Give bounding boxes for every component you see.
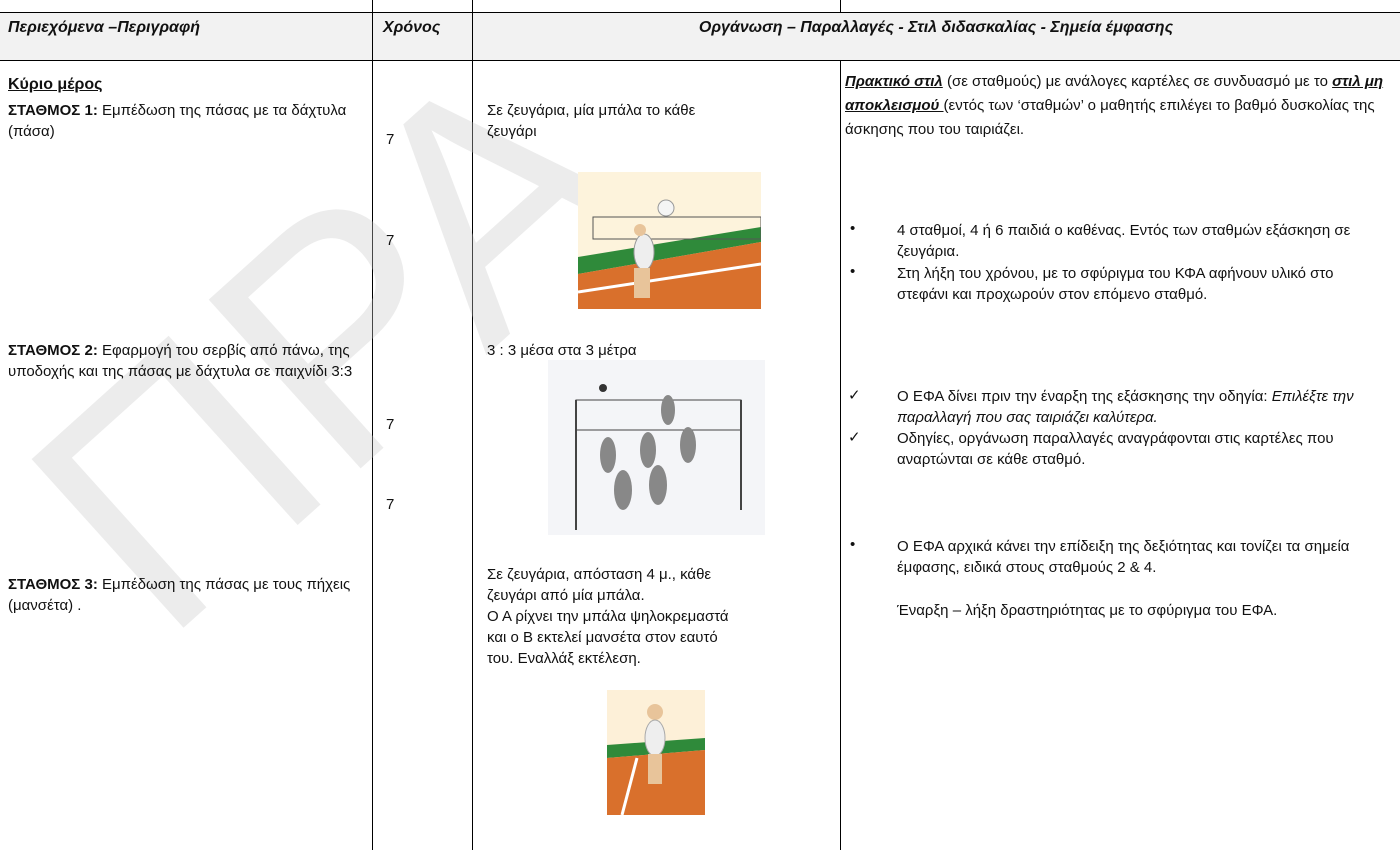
bullet-item: Ο ΕΦΑ αρχικά κάνει την επίδειξη της δεξι… (897, 538, 1350, 576)
check-symbol: ✓ (848, 429, 861, 446)
organization-text: Σε ζευγάρια, απόσταση 4 μ., κάθε ζευγάρι… (487, 566, 712, 604)
time: 7 (386, 496, 395, 513)
bullet-symbol: • (850, 536, 856, 553)
bullet-symbol: • (850, 220, 856, 237)
organization-text: 3 : 3 μέσα στα 3 μέτρα (487, 342, 637, 359)
emphasis: Πρακτικό στιλ (845, 73, 943, 90)
time: 7 (386, 232, 395, 249)
rule (372, 0, 373, 850)
instruction: Επιλέξτε την παραλλαγή που σας ταιριάζει… (897, 388, 1354, 426)
text: Ο ΕΦΑ δίνει πριν την έναρξη της εξάσκηση… (897, 388, 1272, 405)
station: ΣΤΑΘΜΟΣ 1: Εμπέδωση της πάσας με τα δάχτ… (8, 100, 358, 142)
text: (σε σταθμούς) με ανάλογες καρτέλες σε συ… (942, 73, 1333, 90)
style-intro: Πρακτικό στιλ (σε σταθμούς) με ανάλογες … (845, 70, 1393, 142)
bullet-item: 4 σταθμοί, 4 ή 6 παιδιά ο καθένας. Εντός… (897, 222, 1351, 260)
organization-text: Σε ζευγάρια, μία μπάλα το κάθε ζευγάρι (487, 102, 696, 140)
station-label: ΣΤΑΘΜΟΣ 1: (8, 102, 98, 119)
illustration (607, 690, 705, 815)
check-item: Ο ΕΦΑ δίνει πριν την έναρξη της εξάσκηση… (897, 386, 1392, 428)
header-band (0, 12, 1400, 60)
station: ΣΤΑΘΜΟΣ 2: Εφαρμογή του σερβίς από πάνω,… (8, 340, 358, 382)
rule (0, 60, 1400, 61)
check-item: Οδηγίες, οργάνωση παραλλαγές αναγράφοντα… (897, 430, 1334, 468)
bullet-item: Στη λήξη του χρόνου, με το σφύριγμα του … (897, 265, 1334, 303)
header-cell: Χρόνος (383, 19, 441, 36)
bullet-symbol: • (850, 263, 856, 280)
rule (0, 12, 1400, 13)
station-text: Εμπέδωση της πάσας με τους πήχεις (μανσέ… (8, 576, 351, 614)
header-cell: Περιεχόμενα –Περιγραφή (8, 19, 200, 36)
station-text: Εμπέδωση της πάσας με τα δάχτυλα (πάσα) (8, 102, 347, 140)
rule (840, 0, 841, 12)
rule (472, 0, 473, 850)
illustration (578, 172, 761, 309)
note: Έναρξη – λήξη δραστηριότητας με το σφύρι… (897, 602, 1278, 619)
check-symbol: ✓ (848, 387, 861, 404)
header-cell: Οργάνωση – Παραλλαγές - Στιλ διδασκαλίας… (698, 19, 1174, 36)
section-heading: Κύριο μέρος (8, 76, 103, 93)
station: ΣΤΑΘΜΟΣ 3: Εμπέδωση της πάσας με τους πή… (8, 574, 358, 616)
illustration (548, 360, 765, 535)
emphasis: στιλ μη αποκλεισμού (845, 73, 1384, 114)
station-text: Εφαρμογή του σερβίς από πάνω, της υποδοχ… (8, 342, 353, 380)
time: 7 (386, 416, 395, 433)
organization-text: Ο Α ρίχνει την μπάλα ψηλοκρεμαστά και ο … (487, 608, 729, 667)
time: 7 (386, 131, 395, 148)
text: (εντός των ‘σταθμών’ ο μαθητής επιλέγει … (845, 97, 1375, 138)
rule (840, 60, 841, 850)
station-label: ΣΤΑΘΜΟΣ 3: (8, 576, 98, 593)
station-label: ΣΤΑΘΜΟΣ 2: (8, 342, 98, 359)
